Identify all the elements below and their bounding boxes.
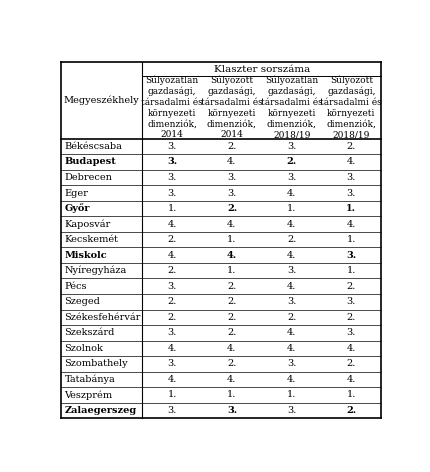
Text: Tatabánya: Tatabánya bbox=[64, 375, 115, 384]
Text: 1.: 1. bbox=[346, 390, 355, 399]
Text: 2.: 2. bbox=[226, 204, 237, 213]
Text: 4.: 4. bbox=[227, 219, 236, 228]
Text: 4.: 4. bbox=[286, 219, 296, 228]
Text: 4.: 4. bbox=[286, 282, 296, 291]
Text: 4.: 4. bbox=[286, 344, 296, 353]
Text: 3.: 3. bbox=[346, 297, 355, 306]
Text: 1.: 1. bbox=[227, 266, 236, 275]
Text: Szombathely: Szombathely bbox=[64, 359, 128, 369]
Text: 1.: 1. bbox=[167, 204, 176, 213]
Text: Nyíregyháza: Nyíregyháza bbox=[64, 266, 126, 276]
Text: Szekszárd: Szekszárd bbox=[64, 329, 115, 337]
Text: 2.: 2. bbox=[227, 142, 236, 151]
Text: 2.: 2. bbox=[346, 313, 355, 322]
Text: Kecskemét: Kecskemét bbox=[64, 235, 118, 244]
Text: 3.: 3. bbox=[346, 173, 355, 182]
Text: Budapest: Budapest bbox=[64, 158, 116, 167]
Text: 3.: 3. bbox=[346, 188, 355, 198]
Text: 1.: 1. bbox=[227, 235, 236, 244]
Text: Súlyozott
gazdasági,
társadalmi és
környezeti
dimenziók,
2018/19: Súlyozott gazdasági, társadalmi és körny… bbox=[320, 76, 381, 139]
Text: 2.: 2. bbox=[227, 329, 236, 337]
Text: Szolnok: Szolnok bbox=[64, 344, 103, 353]
Text: 3.: 3. bbox=[227, 173, 236, 182]
Text: 2.: 2. bbox=[167, 235, 176, 244]
Text: 4.: 4. bbox=[167, 375, 176, 384]
Text: 1.: 1. bbox=[346, 235, 355, 244]
Text: Megyeszékhely: Megyeszékhely bbox=[63, 96, 139, 105]
Text: 3.: 3. bbox=[227, 188, 236, 198]
Text: 3.: 3. bbox=[167, 188, 176, 198]
Text: 3.: 3. bbox=[167, 158, 177, 167]
Text: 4.: 4. bbox=[286, 329, 296, 337]
Text: 4.: 4. bbox=[226, 251, 237, 260]
Text: Debrecen: Debrecen bbox=[64, 173, 112, 182]
Text: 2.: 2. bbox=[227, 297, 236, 306]
Text: Eger: Eger bbox=[64, 188, 88, 198]
Text: 2.: 2. bbox=[286, 313, 296, 322]
Text: 2.: 2. bbox=[346, 359, 355, 369]
Text: 3.: 3. bbox=[286, 359, 296, 369]
Text: 3.: 3. bbox=[167, 406, 176, 415]
Text: 4.: 4. bbox=[227, 158, 236, 167]
Text: 3.: 3. bbox=[286, 173, 296, 182]
Text: 3.: 3. bbox=[167, 142, 176, 151]
Text: 3.: 3. bbox=[286, 142, 296, 151]
Text: 4.: 4. bbox=[286, 188, 296, 198]
Text: 1.: 1. bbox=[227, 390, 236, 399]
Text: Súlyozatlan
gazdasági,
társadalmi és
környezeti
dimenziók,
2014: Súlyozatlan gazdasági, társadalmi és kör… bbox=[141, 76, 203, 139]
Text: 2.: 2. bbox=[346, 142, 355, 151]
Text: 4.: 4. bbox=[167, 219, 176, 228]
Text: 4.: 4. bbox=[167, 251, 176, 260]
Text: Súlyozatlan
gazdasági,
társadalmi és
környezeti
dimenziók,
2018/19: Súlyozatlan gazdasági, társadalmi és kör… bbox=[260, 76, 322, 139]
Text: 2.: 2. bbox=[167, 266, 176, 275]
Text: 3.: 3. bbox=[167, 282, 176, 291]
Text: 3.: 3. bbox=[167, 359, 176, 369]
Text: Súlyozott
gazdasági,
társadalmi és
környezeti
dimenziók,
2014: Súlyozott gazdasági, társadalmi és körny… bbox=[200, 76, 262, 139]
Text: Kaposvár: Kaposvár bbox=[64, 219, 111, 229]
Text: 3.: 3. bbox=[167, 173, 176, 182]
Text: Veszprém: Veszprém bbox=[64, 390, 112, 400]
Text: 2.: 2. bbox=[345, 406, 356, 415]
Text: 4.: 4. bbox=[227, 375, 236, 384]
Text: 4.: 4. bbox=[346, 344, 355, 353]
Text: 3.: 3. bbox=[346, 329, 355, 337]
Text: 1.: 1. bbox=[167, 390, 176, 399]
Text: Miskolc: Miskolc bbox=[64, 251, 107, 260]
Text: 2.: 2. bbox=[227, 359, 236, 369]
Text: Szeged: Szeged bbox=[64, 297, 100, 306]
Text: Székesfehérvár: Székesfehérvár bbox=[64, 313, 141, 322]
Text: 3.: 3. bbox=[286, 266, 296, 275]
Text: 1.: 1. bbox=[346, 204, 356, 213]
Text: 2.: 2. bbox=[346, 282, 355, 291]
Text: Békéscsaba: Békéscsaba bbox=[64, 142, 122, 151]
Text: 2.: 2. bbox=[227, 282, 236, 291]
Text: 3.: 3. bbox=[286, 406, 296, 415]
Text: Klaszter sorszáma: Klaszter sorszáma bbox=[213, 65, 309, 74]
Text: 1.: 1. bbox=[346, 266, 355, 275]
Text: 4.: 4. bbox=[346, 219, 355, 228]
Text: 2.: 2. bbox=[167, 313, 176, 322]
Text: 4.: 4. bbox=[346, 158, 355, 167]
Text: 4.: 4. bbox=[286, 251, 296, 260]
Text: 2.: 2. bbox=[167, 297, 176, 306]
Text: 2.: 2. bbox=[227, 313, 236, 322]
Text: 3.: 3. bbox=[345, 251, 356, 260]
Text: 3.: 3. bbox=[167, 329, 176, 337]
Text: Zalaegerszeg: Zalaegerszeg bbox=[64, 406, 136, 415]
Text: 4.: 4. bbox=[227, 344, 236, 353]
Text: 4.: 4. bbox=[346, 375, 355, 384]
Text: 1.: 1. bbox=[286, 390, 296, 399]
Text: Győr: Győr bbox=[64, 204, 90, 213]
Text: 4.: 4. bbox=[286, 375, 296, 384]
Text: 2.: 2. bbox=[286, 158, 296, 167]
Text: 1.: 1. bbox=[286, 204, 296, 213]
Text: 4.: 4. bbox=[167, 344, 176, 353]
Text: 3.: 3. bbox=[286, 297, 296, 306]
Text: 3.: 3. bbox=[226, 406, 237, 415]
Text: Pécs: Pécs bbox=[64, 282, 87, 291]
Text: 2.: 2. bbox=[286, 235, 296, 244]
